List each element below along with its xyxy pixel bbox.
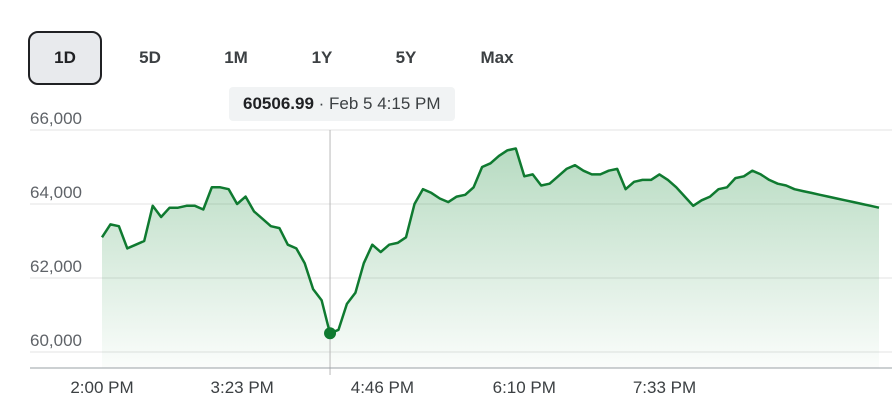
y-tick-label: 64,000 — [30, 183, 82, 202]
price-tooltip: 60506.99 · Feb 5 4:15 PM — [229, 87, 455, 121]
x-tick-label: 6:10 PM — [493, 378, 556, 397]
hover-point — [324, 327, 337, 340]
price-line — [100, 147, 880, 335]
y-tick-label: 66,000 — [30, 109, 82, 128]
y-tick-label: 62,000 — [30, 257, 82, 276]
x-tick-label: 2:00 PM — [70, 378, 133, 397]
tooltip-separator: · — [313, 94, 330, 113]
tab-5y[interactable]: 5Y — [376, 31, 436, 85]
tooltip-time: Feb 5 4:15 PM — [329, 94, 441, 113]
price-area — [102, 148, 879, 368]
x-tick-label: 7:33 PM — [633, 378, 696, 397]
tooltip-value: 60506.99 — [243, 94, 314, 113]
y-tick-label: 60,000 — [30, 331, 82, 350]
x-tick-label: 4:46 PM — [351, 378, 414, 397]
x-tick-label: 3:23 PM — [211, 378, 274, 397]
tab-1d[interactable]: 1D — [28, 31, 102, 85]
tab-max[interactable]: Max — [464, 31, 530, 85]
tab-1m[interactable]: 1M — [206, 31, 266, 85]
tab-1y[interactable]: 1Y — [292, 31, 352, 85]
tab-5d[interactable]: 5D — [120, 31, 180, 85]
